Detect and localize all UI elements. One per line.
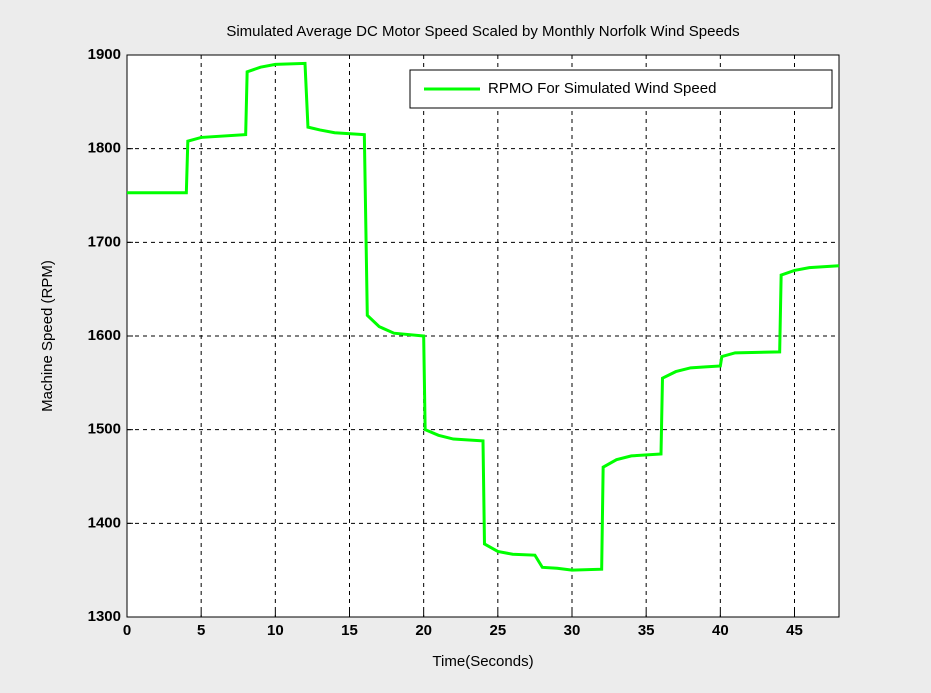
x-tick-label: 45 [786,622,803,639]
x-tick-label: 20 [415,622,432,639]
y-tick-label: 1400 [88,514,121,531]
legend-label: RPMO For Simulated Wind Speed [488,80,716,97]
x-tick-label: 40 [712,622,729,639]
chart-title: Simulated Average DC Motor Speed Scaled … [226,23,739,40]
x-tick-label: 35 [638,622,655,639]
y-tick-label: 1300 [88,608,121,625]
x-axis-label: Time(Seconds) [432,653,533,670]
x-tick-label: 0 [123,622,131,639]
y-tick-label: 1700 [88,233,121,250]
y-tick-label: 1500 [88,421,121,438]
data-line [127,61,840,572]
y-tick-label: 1800 [88,140,121,157]
x-tick-label: 30 [564,622,581,639]
x-tick-label: 10 [267,622,284,639]
x-tick-label: 15 [341,622,358,639]
y-tick-label: 1900 [88,46,121,63]
y-tick-label: 1600 [88,327,121,344]
x-tick-label: 5 [197,622,205,639]
axes-box [126,54,840,618]
y-axis-label: Machine Speed (RPM) [39,260,56,412]
legend-box [409,69,833,109]
x-tick-label: 25 [489,622,506,639]
